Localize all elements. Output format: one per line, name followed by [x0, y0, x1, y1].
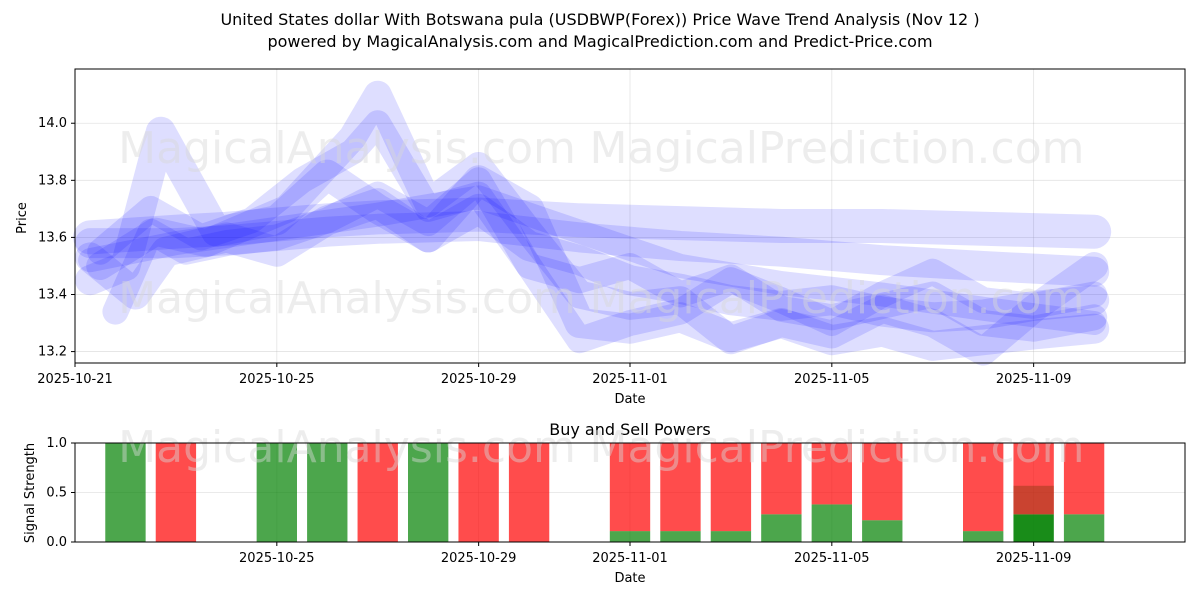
price-x-tick-label: 2025-11-01 — [592, 372, 668, 387]
price-x-tick-label: 2025-11-05 — [794, 372, 870, 387]
price-y-tick-label: 14.0 — [38, 116, 67, 131]
sell-power-bar — [710, 443, 752, 532]
chart-title-line2: powered by MagicalAnalysis.com and Magic… — [267, 32, 932, 51]
price-x-axis-label: Date — [614, 392, 645, 407]
powers-x-tick-label: 2025-10-25 — [239, 551, 315, 566]
price-wave-band-7 — [102, 167, 1108, 354]
sell-power-bar — [660, 443, 701, 532]
price-wave-band-4 — [75, 116, 1110, 361]
sell-power-bar — [811, 443, 852, 505]
sell-power-bar — [1013, 443, 1054, 515]
price-axis-ticks: 2025-10-21 2025-10-25 2025-10-29 2025-11-01… — [37, 116, 1071, 387]
price-y-axis-label: Price — [15, 202, 30, 234]
buy-power-bar — [609, 531, 651, 542]
price-x-tick-label: 2025-10-25 — [239, 372, 315, 387]
price-y-tick-label: 13.8 — [38, 173, 67, 188]
price-wave-band-5 — [86, 80, 1109, 366]
price-y-tick-label: 13.6 — [38, 230, 67, 245]
price-x-tick-label: 2025-10-29 — [441, 372, 517, 387]
price-y-tick-label: 13.2 — [38, 345, 67, 360]
sell-power-bar — [1063, 443, 1105, 515]
powers-y-tick-label: 0.5 — [46, 486, 67, 501]
watermark-prediction-top: MagicalPrediction.com — [590, 123, 1085, 174]
watermark-analysis-bottom: MagicalAnalysis.com — [118, 422, 576, 473]
powers-y-axis-label: Signal Strength — [23, 443, 38, 543]
watermark-prediction-bottom: MagicalPrediction.com — [590, 422, 1085, 473]
buy-power-bar — [408, 443, 449, 542]
sell-power-bar — [458, 443, 499, 542]
price-y-tick-label: 13.4 — [38, 287, 67, 302]
price-wave-band-1 — [73, 197, 1112, 255]
sell-power-bar — [761, 443, 802, 515]
buy-power-bar — [1063, 514, 1105, 542]
buy-power-bar — [710, 531, 752, 542]
chart-title-line1: United States dollar With Botswana pula … — [220, 10, 979, 29]
powers-y-tick-label: 1.0 — [46, 436, 67, 451]
sell-power-bar — [609, 443, 651, 532]
powers-x-tick-label: 2025-11-01 — [592, 551, 668, 566]
powers-x-axis-label: Date — [614, 571, 645, 586]
powers-x-tick-label: 2025-11-05 — [794, 551, 870, 566]
buy-power-bar — [1013, 514, 1054, 542]
buy-power-bar — [660, 531, 701, 542]
buy-power-bar — [307, 443, 348, 542]
powers-y-tick-label: 0.0 — [46, 535, 67, 550]
sell-power-bar — [357, 443, 398, 542]
price-wave-band-2 — [75, 211, 1110, 287]
price-grid — [74, 69, 1185, 363]
buy-power-bar — [862, 520, 903, 542]
powers-chart-title: Buy and Sell Powers — [549, 420, 711, 439]
watermark-analysis-mid: MagicalAnalysis.com — [118, 273, 576, 324]
sell-power-bar — [155, 443, 197, 542]
sell-power-bar — [963, 443, 1004, 532]
buy-power-bar — [963, 531, 1004, 542]
powers-x-tick-label: 2025-10-29 — [441, 551, 517, 566]
price-x-tick-label: 2025-11-09 — [996, 372, 1072, 387]
watermark-prediction-mid: MagicalPrediction.com — [590, 273, 1085, 324]
sell-power-bar — [862, 443, 903, 521]
powers-axis-ticks: 2025-10-25 2025-10-29 2025-11-01 2025-11-05… — [46, 436, 1071, 566]
price-wave-band-8 — [78, 185, 1107, 335]
buy-power-bar — [256, 443, 297, 542]
price-wave-band-3 — [75, 188, 1110, 333]
price-wave-band-6 — [87, 110, 1108, 342]
buy-power-bar — [811, 504, 852, 542]
powers-x-tick-label: 2025-11-09 — [996, 551, 1072, 566]
sell-power-bar — [508, 443, 550, 542]
buy-power-bar — [761, 514, 802, 542]
price-wave-bands — [73, 80, 1112, 366]
price-x-tick-label: 2025-10-21 — [37, 372, 113, 387]
powers-bars — [105, 443, 1105, 542]
watermark-analysis-top: MagicalAnalysis.com — [118, 123, 576, 174]
sell-power-bar-overlap — [1013, 485, 1054, 515]
buy-power-bar — [105, 443, 146, 542]
